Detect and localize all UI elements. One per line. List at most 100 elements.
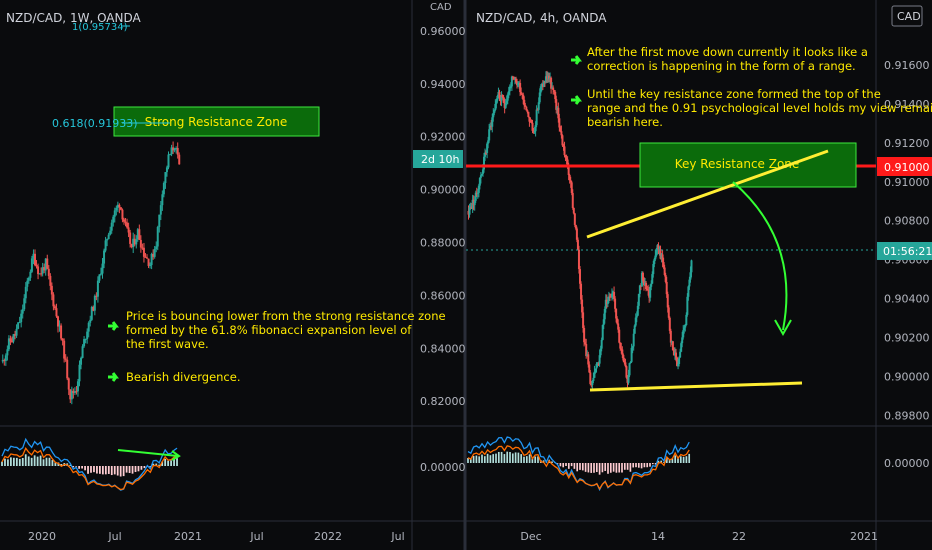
right-macd-zero-label: 0.00000: [884, 457, 930, 470]
right-candle-body: [495, 100, 498, 104]
right-candle-body: [663, 267, 666, 275]
left-candle-body: [7, 338, 10, 350]
left-candle-body: [144, 256, 147, 258]
right-candle-body: [507, 91, 510, 95]
right-candle-body: [519, 82, 522, 93]
right-candle-body: [667, 307, 670, 318]
right-candle-body: [618, 329, 621, 343]
left-candle-body: [53, 306, 56, 309]
right-macd: [467, 436, 691, 492]
left-candle-body: [12, 334, 15, 342]
right-y-tick-label: 0.90400: [884, 293, 930, 306]
right-candle-body: [589, 372, 592, 384]
y-tick-labels: 0.96000 0.94000 0.92000 0.90000 0.88000 0.860…: [420, 25, 930, 422]
right-candle-body: [470, 206, 473, 209]
left-y-tick-label: 0.82000: [420, 395, 466, 408]
right-candle-body: [494, 103, 497, 111]
right-candle-body: [505, 100, 508, 104]
left-chart-title: NZD/CAD, 1W, OANDA: [6, 11, 142, 25]
right-candle-body: [672, 350, 675, 356]
right-candle-body: [661, 254, 664, 263]
right-candle-body: [612, 292, 615, 294]
right-candle-body: [554, 91, 557, 100]
right-candle-body: [645, 282, 648, 290]
left-candle-body: [86, 331, 89, 340]
right-candle-body: [487, 140, 490, 144]
right-candle-body: [629, 361, 632, 364]
right-candle-body: [651, 274, 654, 284]
left-candle-body: [153, 248, 156, 257]
right-candle-body: [673, 352, 676, 356]
left-candle-body: [73, 391, 76, 393]
left-candle-body: [83, 339, 86, 347]
right-candle-body: [671, 341, 674, 351]
left-candle-body: [21, 309, 24, 314]
right-candle-body: [492, 113, 495, 118]
left-y-tick-label: 0.86000: [420, 289, 466, 302]
right-candle-body: [540, 84, 543, 87]
projection-curve: [732, 181, 788, 331]
right-candle-body: [477, 185, 480, 193]
right-candle-body: [586, 354, 589, 357]
right-candle-body: [595, 363, 598, 369]
left-candle-body: [175, 147, 178, 149]
right-candle-body: [528, 117, 531, 122]
right-candle-body: [557, 107, 560, 119]
x-tick-labels: 2020 Jul 2021 Jul 2022 Jul Dec 14 22 2021: [28, 530, 878, 543]
right-candle-body: [602, 319, 605, 325]
fib-1-label: 1(0.95734): [72, 22, 128, 33]
left-candle-body: [107, 234, 110, 240]
left-candle-body: [124, 221, 127, 223]
left-y-tick-label: 0.88000: [420, 236, 466, 249]
right-candle-body: [525, 106, 528, 111]
left-candle-body: [57, 316, 60, 327]
left-candle-body: [66, 359, 69, 379]
left-candle-body: [127, 227, 130, 233]
right-candle-body: [530, 121, 533, 123]
right-candle-body: [650, 283, 653, 287]
right-currency-badge-box[interactable]: [891, 5, 923, 27]
left-candle-body: [29, 271, 32, 278]
right-candle-body: [605, 299, 608, 304]
right-note-2: Until the key resistance zone formed the…: [587, 87, 932, 129]
right-candle-body: [467, 210, 470, 215]
right-candle-body: [638, 285, 641, 294]
right-candle-body: [662, 262, 665, 268]
right-candle-body: [499, 98, 502, 101]
left-candles: [1, 141, 181, 405]
left-candle-body: [32, 253, 35, 259]
right-candle-body: [562, 145, 565, 147]
left-candle-body: [70, 390, 73, 400]
lower-range-trendline[interactable]: [589, 381, 803, 392]
right-candle-body: [469, 206, 472, 208]
right-candle-body: [607, 296, 610, 301]
right-y-tick-label: 0.90000: [884, 370, 930, 383]
left-candle-body: [26, 280, 29, 287]
left-candle-body: [55, 308, 58, 317]
left-candle-body: [103, 250, 106, 264]
right-note-1: After the first move down currently it l…: [587, 45, 872, 73]
left-y-tick-label: 0.94000: [420, 78, 466, 91]
right-candle-body: [516, 82, 519, 86]
left-candle-body: [80, 357, 83, 365]
left-candle-body: [24, 286, 27, 299]
right-candle-body: [533, 131, 536, 133]
left-candle-body: [35, 265, 38, 267]
right-x-tick-label: 2021: [850, 530, 878, 543]
right-candle-body: [548, 75, 551, 79]
left-candle-body: [149, 265, 152, 267]
left-candle-body: [106, 239, 109, 241]
right-candle-body: [641, 272, 644, 281]
strong-resistance-zone[interactable]: [113, 106, 320, 137]
right-candle-body: [622, 354, 625, 361]
right-candle-body: [543, 81, 546, 83]
right-candle-body: [473, 200, 476, 206]
right-x-tick-label: 14: [651, 530, 665, 543]
right-candle-body: [620, 348, 623, 350]
right-candle-body: [491, 117, 494, 127]
right-candle-body: [616, 318, 619, 324]
right-candle-body: [488, 129, 491, 141]
left-candle-body: [178, 154, 181, 165]
right-candle-body: [684, 325, 687, 328]
upper-range-trendline[interactable]: [586, 149, 829, 239]
